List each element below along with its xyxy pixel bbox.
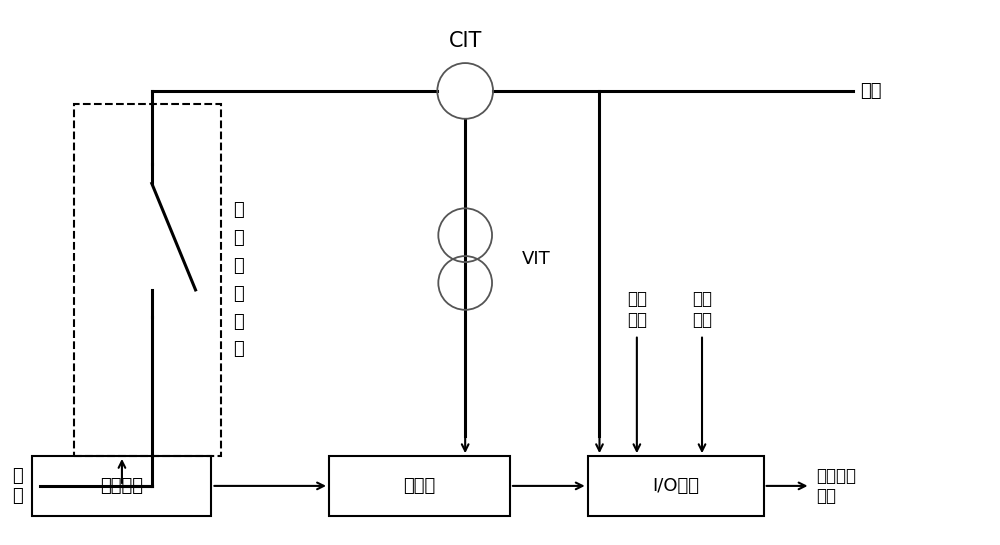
Text: 分闸
命令: 分闸 命令 (627, 290, 647, 329)
Text: 高
压
绝
缘
部
件: 高 压 绝 缘 部 件 (233, 202, 244, 359)
Text: 负
载: 负 载 (12, 467, 23, 505)
Text: 状态信号
反馈: 状态信号 反馈 (816, 467, 856, 505)
Text: 操作机构: 操作机构 (100, 477, 143, 495)
Text: CIT: CIT (448, 31, 482, 51)
Text: I/O单元: I/O单元 (652, 477, 699, 495)
Text: 合闸
命令: 合闸 命令 (692, 290, 712, 329)
Text: 控制器: 控制器 (403, 477, 436, 495)
Text: 电源: 电源 (860, 82, 882, 100)
Text: VIT: VIT (522, 250, 551, 268)
